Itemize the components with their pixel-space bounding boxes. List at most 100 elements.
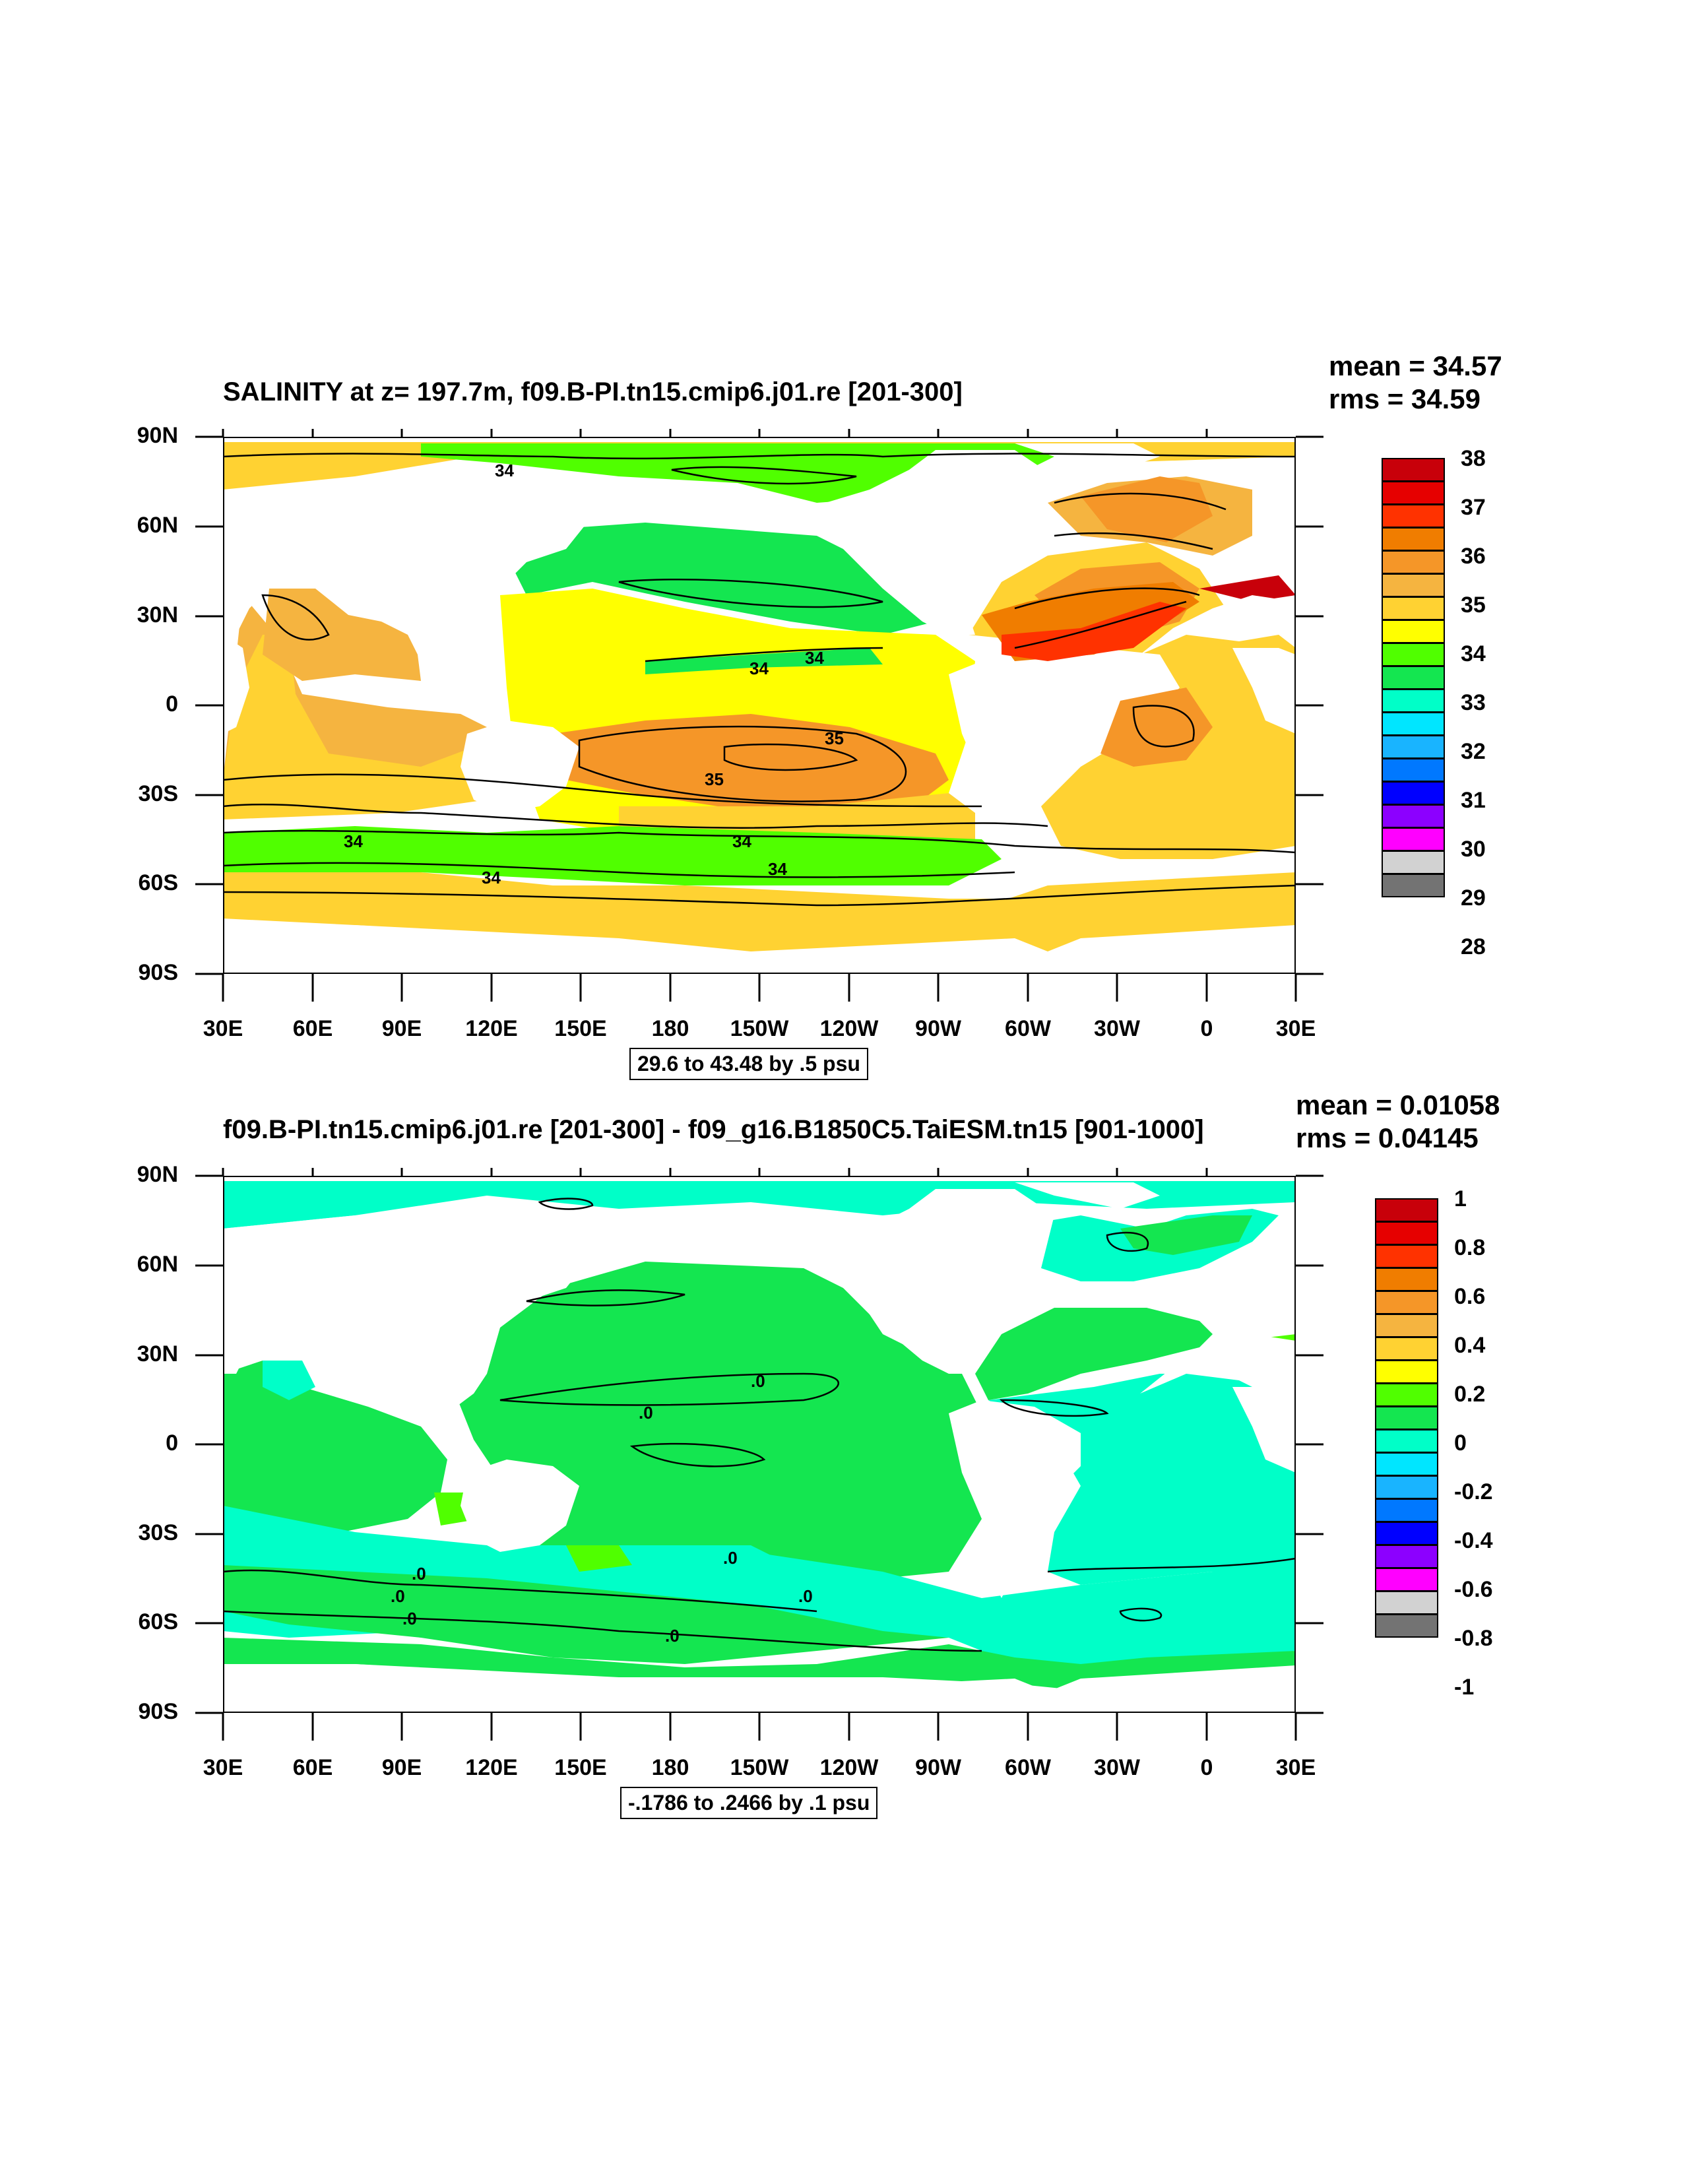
legend-swatch-color [1382,504,1445,528]
legend-swatch-color [1375,1314,1438,1337]
lon-tick-label: 90E [381,1755,422,1780]
legend-swatch-color [1382,620,1445,643]
legend-swatch-color [1382,827,1445,851]
lat-tick-label: 60N [137,513,178,538]
legend-label: -1 [1454,1675,1475,1700]
legend-swatch-color [1382,758,1445,782]
contour-label: 34 [749,658,769,678]
lat-tick-label: 30N [137,1341,178,1366]
lon-tick-label: 60W [1005,1016,1051,1041]
lon-tick-label: 90W [915,1755,961,1780]
legend-label: 0.8 [1454,1235,1486,1260]
lat-tick-label: 60S [138,870,179,895]
axis-ticks [195,429,1323,1002]
legend-label: 37 [1461,495,1486,520]
lon-tick-label: 120W [819,1755,879,1780]
lat-tick-label: 30S [138,781,179,806]
legend-swatch-color [1382,596,1445,620]
legend-label: 0.2 [1454,1382,1486,1407]
difference-map: .0 .0 .0 .0 .0 .0 .0 .0 [223,1176,1296,1713]
lon-tick-label: 30E [1275,1755,1316,1780]
lon-tick-label: 150E [554,1755,607,1780]
legend-label: 0.6 [1454,1284,1486,1309]
lon-tick-label: 120E [465,1755,518,1780]
lon-tick-label: 90E [381,1016,422,1041]
legend-swatch-color [1382,851,1445,874]
contour-label: .0 [751,1371,765,1391]
legend-swatch-color [1375,1522,1438,1545]
contour-label: .0 [402,1609,417,1628]
legend-swatch-color [1382,781,1445,805]
legend-swatch-color [1375,1452,1438,1476]
legend-label: 30 [1461,837,1486,862]
contour-label: 34 [495,461,514,480]
legend-swatch-color [1375,1614,1438,1638]
legend-swatch-color [1375,1591,1438,1615]
legend-swatch-color [1382,874,1445,897]
legend-swatch-color [1375,1383,1438,1407]
lat-tick-label: 0 [166,691,178,717]
contour-label: .0 [391,1586,405,1606]
lat-tick-label: 30S [138,1520,179,1545]
lon-tick-label: 60E [292,1016,333,1041]
panel-title: f09.B-PI.tn15.cmip6.j01.re [201-300] - f… [223,1115,1204,1144]
legend-swatch-color [1382,689,1445,713]
legend-swatch-color [1375,1244,1438,1268]
panel-title: SALINITY at z= 197.7m, f09.B-PI.tn15.cmi… [223,377,963,406]
contour-label: 34 [768,859,787,879]
lat-tick-label: 60N [137,1252,178,1277]
lon-tick-label: 150W [730,1016,789,1041]
contour-label: .0 [798,1586,813,1606]
legend-swatch-color [1382,735,1445,759]
lon-tick-label: 120E [465,1016,518,1041]
lon-tick-label: 150E [554,1016,607,1041]
legend-label: 0 [1454,1430,1467,1456]
contour-label: 34 [482,868,501,887]
legend-swatch-color [1382,712,1445,736]
lon-tick-label: 30E [203,1016,243,1041]
legend-label: -0.6 [1454,1577,1493,1602]
lon-tick-label: 30E [1275,1016,1316,1041]
legend-label: 33 [1461,690,1486,715]
lat-tick-label: 90S [138,960,179,985]
contour-label: 35 [825,728,844,748]
legend-swatch-color [1382,643,1445,666]
legend-label: 35 [1461,593,1486,618]
legend-swatch-color [1382,458,1445,482]
lat-tick-label: 90S [138,1699,179,1724]
legend-swatch-color [1375,1291,1438,1314]
legend-swatch-color [1375,1498,1438,1522]
rms-stat: rms = 0.04145 [1296,1122,1479,1153]
contour-label: .0 [412,1564,426,1584]
legend-swatch-color [1382,481,1445,505]
legend-label: 38 [1461,446,1486,471]
lat-tick-label: 90N [137,423,178,448]
lon-tick-label: 150W [730,1755,789,1780]
lon-tick-label: 90W [915,1016,961,1041]
mean-stat: mean = 34.57 [1329,350,1502,381]
legend-swatch-color [1375,1337,1438,1361]
lat-tick-label: 30N [137,602,178,627]
legend-label: -0.8 [1454,1626,1493,1651]
legend-swatch-color [1382,804,1445,828]
lon-tick-label: 0 [1200,1755,1213,1780]
legend-swatch-color [1375,1360,1438,1384]
contour-label: .0 [723,1548,738,1568]
legend-swatch-color [1375,1475,1438,1499]
lon-tick-label: 30W [1094,1755,1140,1780]
legend-swatch-color [1375,1268,1438,1291]
legend-swatch-color [1375,1221,1438,1245]
legend-swatch-color [1375,1568,1438,1591]
legend-label: 29 [1461,885,1486,911]
legend-label: 1 [1454,1186,1467,1211]
legend-swatch-color [1375,1429,1438,1453]
contour-label: .0 [639,1403,653,1423]
legend-swatch-color [1382,666,1445,690]
legend-label: 0.4 [1454,1333,1486,1358]
legend-label: -0.2 [1454,1479,1493,1504]
legend-swatch-color [1375,1198,1438,1222]
legend-label: 28 [1461,934,1486,959]
axis-ticks [195,1168,1323,1741]
legend-swatch-color [1382,527,1445,551]
mean-stat: mean = 0.01058 [1296,1089,1500,1120]
